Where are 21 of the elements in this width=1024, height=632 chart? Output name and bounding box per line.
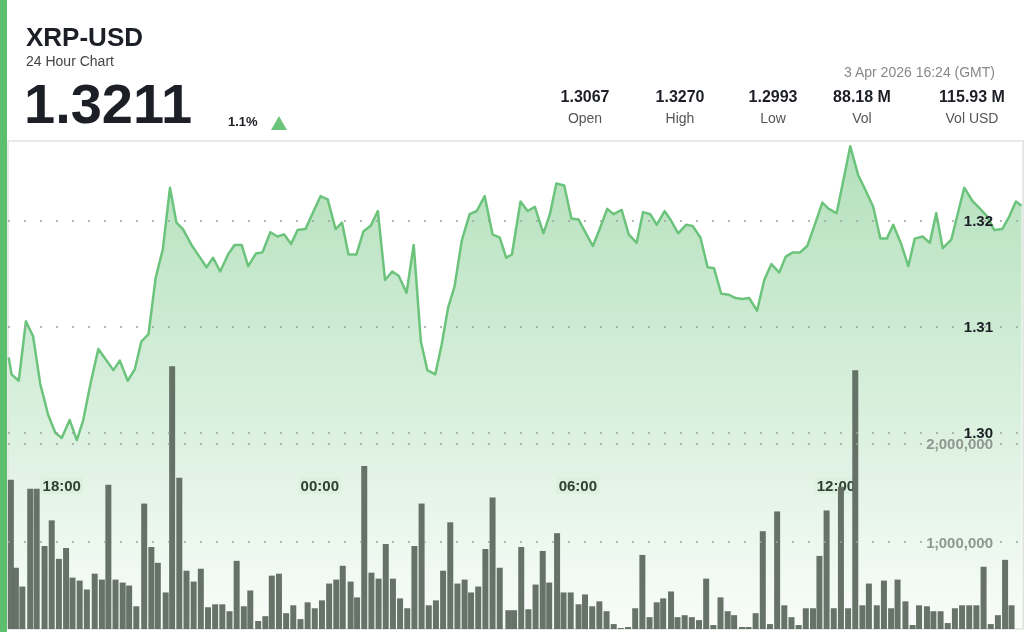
chart-title: XRP-USD [26, 22, 144, 53]
x-tick-label: 00:00 [300, 477, 339, 494]
text: High [664, 110, 696, 126]
x-tick-label: 18:00 [42, 477, 81, 494]
text: 88.18 M [832, 88, 892, 106]
y2-tick-label: 1,000,000 [926, 533, 993, 551]
y-tick-label: 1.32 [963, 212, 993, 230]
text: Vol USD [944, 110, 1000, 126]
text: 1.2993 [747, 88, 799, 106]
chart-subtitle: 24 Hour Chart [26, 53, 114, 69]
text: 3 Apr 2026 16:24 (GMT) [843, 64, 995, 80]
text: 1.1% [228, 114, 258, 129]
text: Low [759, 110, 787, 126]
x-tick-label: 06:00 [558, 477, 598, 494]
text: Open [566, 110, 604, 126]
text: 1.3270 [654, 88, 706, 106]
text: 1.3211 [24, 72, 193, 136]
text: 115.93 M [938, 88, 1006, 106]
text: Vol [851, 110, 873, 126]
y-tick-label: 1.31 [963, 318, 993, 336]
text: 1.3067 [559, 88, 611, 106]
